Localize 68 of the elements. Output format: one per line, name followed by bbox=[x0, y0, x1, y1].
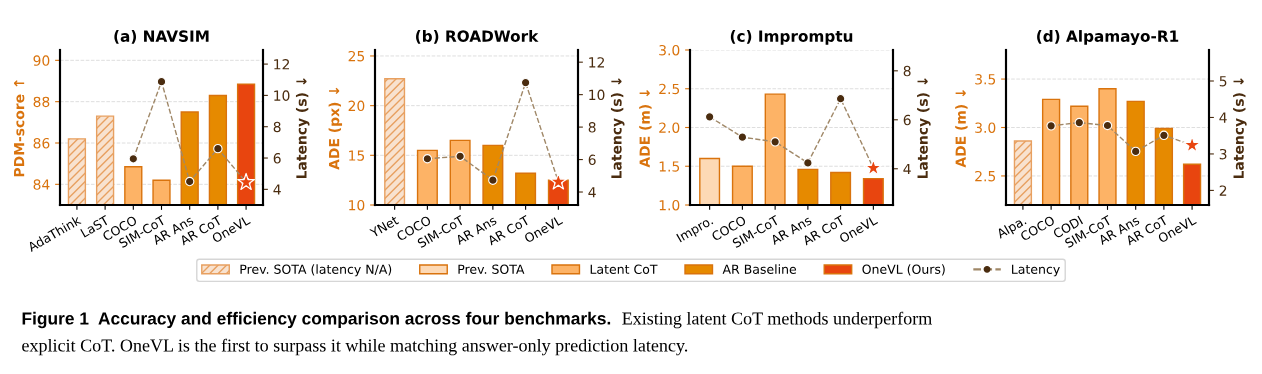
point bbox=[737, 132, 748, 142]
y-tick-label: 3.5 bbox=[975, 74, 996, 85]
point bbox=[1074, 117, 1085, 128]
chart-title: (a) NAVSIM bbox=[114, 30, 209, 44]
y-axis-title: ADE (px) ↓ bbox=[328, 87, 343, 170]
legend-label: Latency bbox=[1012, 264, 1060, 277]
point bbox=[1130, 146, 1141, 157]
y2-tick-label: 3 bbox=[1219, 148, 1227, 160]
point bbox=[803, 158, 813, 168]
point bbox=[704, 112, 715, 122]
point bbox=[1159, 130, 1169, 141]
y-tick-label: 25 bbox=[348, 50, 365, 62]
legend-label: OneVL (Ours) bbox=[862, 264, 945, 276]
point bbox=[1046, 121, 1056, 131]
y2-axis-title: Latency (s) ↓ bbox=[295, 78, 310, 179]
y-tick-label: 15 bbox=[349, 150, 365, 161]
text: Existing latent CoT methods underperform bbox=[622, 311, 932, 329]
legend-label: Prev. SOTA bbox=[458, 264, 525, 274]
point bbox=[770, 137, 780, 147]
point bbox=[520, 77, 531, 88]
y2-tick-label: 6 bbox=[273, 153, 281, 164]
y-tick-label: 2.5 bbox=[975, 170, 996, 182]
y-tick-label: 86 bbox=[33, 137, 50, 149]
chart-title: (b) ROADWork bbox=[416, 30, 539, 44]
y-tick-label: 3.0 bbox=[975, 122, 996, 133]
y2-tick-label: 8 bbox=[903, 65, 911, 77]
y2-tick-label: 8 bbox=[273, 121, 281, 133]
y-tick-label: 88 bbox=[33, 96, 50, 108]
y-tick-label: 1.5 bbox=[659, 161, 680, 172]
y2-tick-label: 4 bbox=[1219, 112, 1227, 123]
y2-tick-label: 4 bbox=[273, 184, 281, 195]
y-tick-label: 2.5 bbox=[659, 83, 680, 95]
y2-tick-label: 12 bbox=[589, 57, 604, 68]
y2-tick-label: 12 bbox=[274, 59, 289, 70]
y-axis-title: ADE (m) ↓ bbox=[955, 90, 968, 168]
y-axis-title: PDM-score ↑ bbox=[13, 80, 25, 177]
legend-label: Prev. SOTA (latency N/A) bbox=[240, 264, 392, 277]
y2-axis-title: Latency (s) ↓ bbox=[610, 78, 625, 179]
y2-tick-label: 2 bbox=[1219, 185, 1227, 196]
caption: Figure 1 Accuracy and efficiency comparison across four benchmarks. bbox=[22, 311, 611, 329]
y-tick-label: 1.0 bbox=[659, 199, 680, 211]
y2-tick-label: 4 bbox=[903, 163, 911, 175]
y2-tick-label: 6 bbox=[588, 154, 596, 166]
legend-label: Latent CoT bbox=[590, 264, 658, 274]
y2-tick-label: 10 bbox=[274, 90, 290, 101]
y-tick-label: 2.0 bbox=[659, 122, 680, 133]
legend-label: AR Baseline bbox=[722, 264, 797, 274]
point bbox=[488, 175, 498, 185]
y2-tick-label: 10 bbox=[589, 89, 605, 101]
y-tick-label: 90 bbox=[33, 55, 50, 66]
chart-title: (d) Alpamayo-R1 bbox=[1037, 30, 1179, 45]
y-tick-label: 3.0 bbox=[659, 44, 680, 56]
chart-title: (c) Impromptu bbox=[730, 30, 853, 45]
y2-axis-title: Latency (s) ↓ bbox=[1233, 78, 1247, 179]
point bbox=[835, 94, 846, 104]
text: explicit CoT. OneVL is the first to surpass it while matching answer-only prediction latency. bbox=[22, 338, 688, 356]
y2-tick-label: 5 bbox=[1219, 76, 1227, 87]
y-tick-label: 20 bbox=[348, 100, 365, 112]
point bbox=[422, 154, 433, 164]
point bbox=[455, 151, 465, 162]
y-tick-label: 84 bbox=[33, 179, 50, 190]
y2-tick-label: 8 bbox=[588, 122, 596, 133]
y2-axis-title: Latency (s) ↓ bbox=[917, 78, 931, 179]
point bbox=[1102, 120, 1113, 131]
y2-tick-label: 6 bbox=[903, 114, 911, 126]
y2-tick-label: 4 bbox=[588, 187, 596, 198]
y-axis-title: ADE (m) ↓ bbox=[639, 90, 652, 168]
y-tick-label: 10 bbox=[349, 199, 365, 211]
